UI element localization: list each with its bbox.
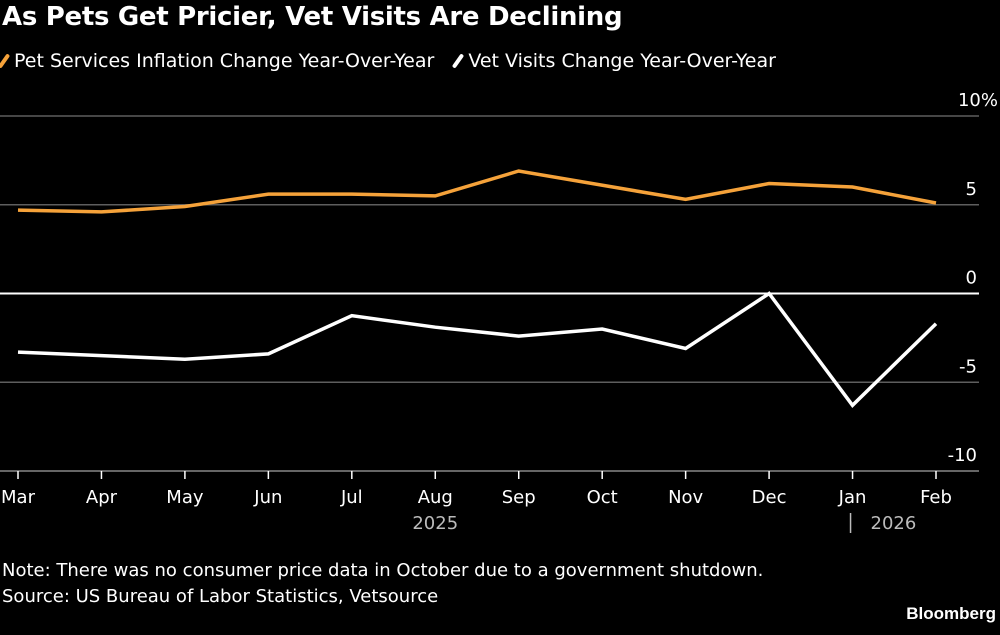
x-tick-label: Jul bbox=[340, 487, 363, 508]
x-tick-label: May bbox=[166, 487, 204, 508]
y-tick-label: 10% bbox=[958, 90, 998, 111]
x-tick-label: Dec bbox=[752, 487, 787, 508]
x-tick-label: Nov bbox=[668, 487, 703, 508]
year-label: 2025 bbox=[412, 513, 458, 534]
x-axis: Mar Apr May Jun Jul Aug Sep Oct Nov Dec Jan Feb 2025… bbox=[1, 471, 952, 534]
x-tick-label: Oct bbox=[587, 487, 618, 508]
series-line-pet-services-inflation bbox=[17, 169, 937, 214]
y-tick-label: 0 bbox=[966, 268, 977, 289]
x-tick-label: Aug bbox=[418, 487, 453, 508]
gridlines bbox=[0, 115, 979, 472]
legend: Pet Services Inflation Change Year-Over-… bbox=[0, 50, 776, 72]
legend-label: Vet Visits Change Year-Over-Year bbox=[468, 50, 776, 72]
note-text: Note: There was no consumer price data i… bbox=[2, 560, 764, 581]
source-text: Source: US Bureau of Labor Statistics, V… bbox=[2, 586, 439, 607]
year-label: 2026 bbox=[871, 513, 917, 534]
chart-title: As Pets Get Pricier, Vet Visits Are Decl… bbox=[2, 2, 623, 32]
x-tick-label: Jan bbox=[838, 487, 867, 508]
x-tick-label: Jun bbox=[253, 487, 282, 508]
footnote: Note: There was no consumer price data i… bbox=[2, 558, 763, 610]
y-tick-label: -5 bbox=[959, 356, 977, 377]
y-axis-labels: 10% 5 0 -5 -10 bbox=[948, 90, 998, 466]
y-tick-label: -10 bbox=[948, 445, 977, 466]
y-tick-label: 5 bbox=[966, 179, 977, 200]
x-tick-label: Mar bbox=[1, 487, 36, 508]
x-tick-label: Apr bbox=[86, 487, 118, 508]
bloomberg-logo: Bloomberg bbox=[906, 604, 996, 623]
x-tick-label: Feb bbox=[920, 487, 952, 508]
series-lines bbox=[17, 169, 938, 408]
legend-label: Pet Services Inflation Change Year-Over-… bbox=[14, 50, 435, 72]
legend-item-pet-services-inflation: Pet Services Inflation Change Year-Over-… bbox=[0, 50, 435, 72]
series-line-vet-visits bbox=[17, 291, 938, 408]
legend-item-vet-visits: Vet Visits Change Year-Over-Year bbox=[452, 50, 776, 72]
x-tick-label: Sep bbox=[502, 487, 536, 508]
